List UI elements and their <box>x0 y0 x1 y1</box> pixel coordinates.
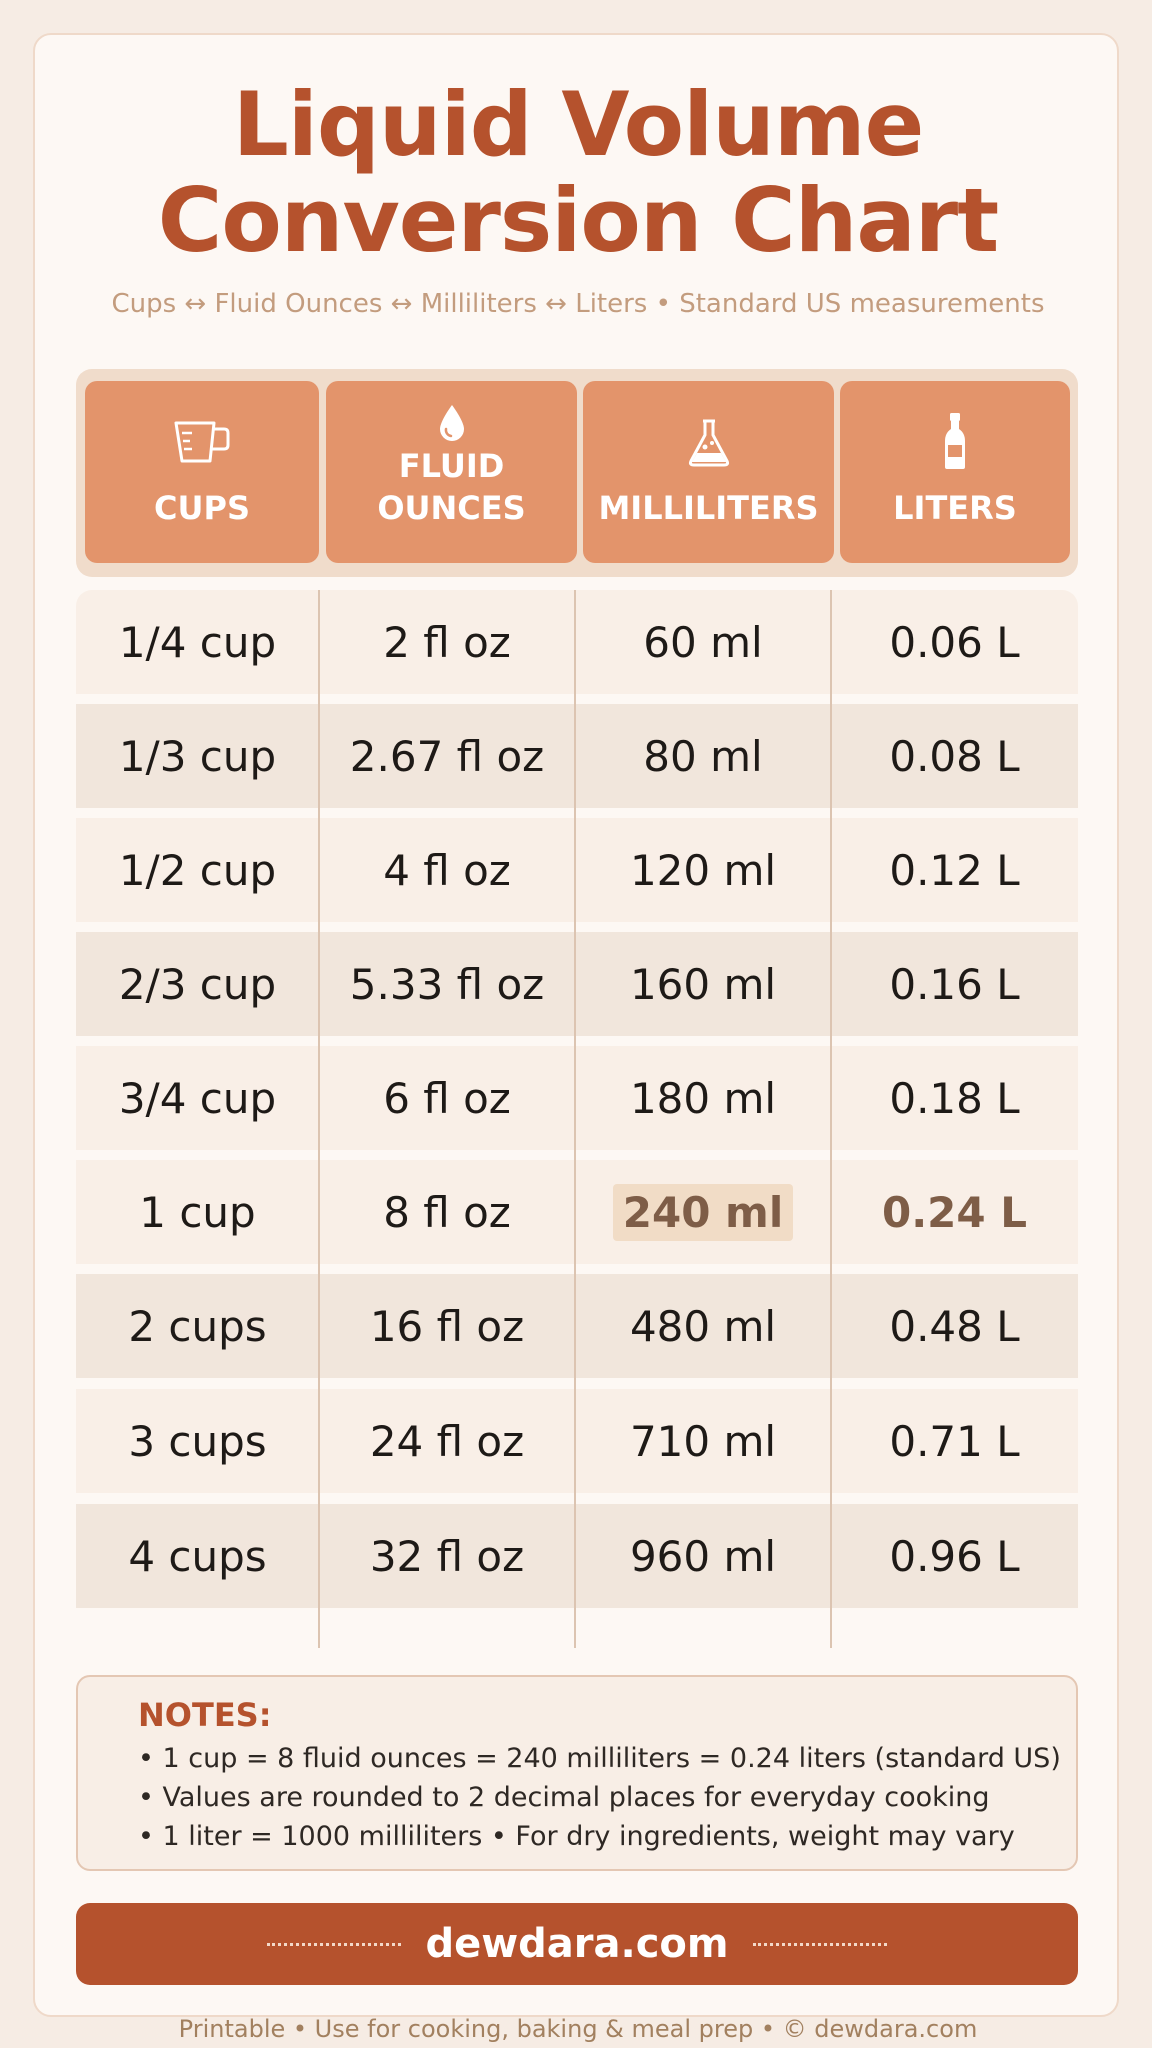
column-divider <box>318 590 320 1648</box>
cell-milliliters: 160 ml <box>629 959 777 1009</box>
highlighted-liters: 0.24 L <box>881 1187 1027 1237</box>
cell-fluid-ounces: 5.33 fl oz <box>349 959 545 1009</box>
cell-liters: 0.18 L <box>889 1073 1020 1123</box>
footer-text: Printable • Use for cooking, baking & me… <box>178 2015 978 2043</box>
notes-box: NOTES: • 1 cup = 8 fluid ounces = 240 mi… <box>76 1675 1078 1871</box>
cell-cups: 1/2 cup <box>118 845 277 895</box>
cell-milliliters: 60 ml <box>643 617 763 667</box>
table-row: 1/2 cup 4 fl oz 120 ml 0.12 L <box>76 818 1078 922</box>
droplet-icon <box>326 403 577 443</box>
note-line: • Values are rounded to 2 decimal places… <box>138 1782 990 1813</box>
title-line-1: Liquid Volume <box>232 73 925 176</box>
header-liters: LITERS <box>840 381 1070 563</box>
cell-liters: 0.16 L <box>889 959 1020 1009</box>
cell-milliliters: 180 ml <box>629 1073 777 1123</box>
cell-cups: 1/4 cup <box>118 617 277 667</box>
cell-cups: 1 cup <box>139 1187 256 1237</box>
header-fluid-ounces: FLUID OUNCES <box>326 381 577 563</box>
highlighted-milliliters: 240 ml <box>612 1183 794 1241</box>
dotted-divider <box>752 1942 887 1946</box>
table-row: 3/4 cup 6 fl oz 180 ml 0.18 L <box>76 1046 1078 1150</box>
header-fluid-line-1: FLUID <box>398 447 505 485</box>
cell-fluid-ounces: 2.67 fl oz <box>349 731 545 781</box>
cell-cups: 4 cups <box>128 1531 267 1581</box>
brand-name: dewdara.com <box>425 1921 729 1967</box>
cell-cups: 2 cups <box>128 1301 267 1351</box>
header-fluid-line-2: OUNCES <box>377 489 526 527</box>
cell-fluid-ounces: 8 fl oz <box>383 1187 511 1237</box>
brand-banner: dewdara.com <box>76 1903 1078 1985</box>
cell-liters: 0.96 L <box>889 1531 1020 1581</box>
table-row: 1/4 cup 2 fl oz 60 ml 0.06 L <box>76 590 1078 694</box>
column-divider <box>830 590 832 1648</box>
header-cups: CUPS <box>85 381 319 563</box>
note-line: • 1 cup = 8 fluid ounces = 240 millilite… <box>138 1743 1061 1774</box>
cell-fluid-ounces: 4 fl oz <box>383 845 511 895</box>
header-cups-label: CUPS <box>154 489 250 527</box>
cell-fluid-ounces: 2 fl oz <box>383 617 511 667</box>
table-row: 3 cups 24 fl oz 710 ml 0.71 L <box>76 1389 1078 1493</box>
subtitle: Cups ↔ Fluid Ounces ↔ Milliliters ↔ Lite… <box>111 289 1045 319</box>
header-milliliters-label: MILLILITERS <box>598 489 819 527</box>
header-milliliters: MILLILITERS <box>583 381 834 563</box>
cell-milliliters: 710 ml <box>629 1416 777 1466</box>
table-row: 1/3 cup 2.67 fl oz 80 ml 0.08 L <box>76 704 1078 808</box>
cell-milliliters: 120 ml <box>629 845 777 895</box>
page-title: Liquid Volume Conversion Chart <box>35 77 1121 269</box>
cell-cups: 3/4 cup <box>118 1073 277 1123</box>
column-divider <box>574 590 576 1648</box>
table-header: CUPS FLUID OUNCES <box>76 369 1078 577</box>
flask-icon <box>583 417 834 469</box>
cell-liters: 0.08 L <box>889 731 1020 781</box>
cell-liters: 0.12 L <box>889 845 1020 895</box>
conversion-table: 1/4 cup 2 fl oz 60 ml 0.06 L 1/3 cup 2.6… <box>76 590 1078 1648</box>
cell-liters: 0.48 L <box>889 1301 1020 1351</box>
table-row: 2/3 cup 5.33 fl oz 160 ml 0.16 L <box>76 932 1078 1036</box>
cell-fluid-ounces: 16 fl oz <box>369 1301 525 1351</box>
cell-milliliters: 240 ml <box>575 1160 831 1264</box>
header-fluid-ounces-label: FLUID OUNCES <box>326 445 577 529</box>
cell-milliliters: 480 ml <box>629 1301 777 1351</box>
table-row: 2 cups 16 fl oz 480 ml 0.48 L <box>76 1274 1078 1378</box>
title-line-2: Conversion Chart <box>157 169 1000 272</box>
cell-cups: 3 cups <box>128 1416 267 1466</box>
dotted-divider <box>267 1942 402 1946</box>
cell-liters: 0.06 L <box>889 617 1020 667</box>
table-row-highlighted: 1 cup 8 fl oz 240 ml 0.24 L <box>76 1160 1078 1264</box>
cell-fluid-ounces: 32 fl oz <box>369 1531 525 1581</box>
chart-card: Liquid Volume Conversion Chart Cups ↔ Fl… <box>33 33 1121 2043</box>
cell-liters: 0.71 L <box>889 1416 1020 1466</box>
notes-title: NOTES: <box>138 1696 272 1734</box>
cell-milliliters: 80 ml <box>643 731 763 781</box>
cell-fluid-ounces: 24 fl oz <box>369 1416 525 1466</box>
table-row: 4 cups 32 fl oz 960 ml 0.96 L <box>76 1504 1078 1608</box>
note-line: • 1 liter = 1000 milliliters • For dry i… <box>138 1821 1015 1852</box>
bottle-icon <box>840 411 1070 471</box>
cell-cups: 1/3 cup <box>118 731 277 781</box>
cell-liters: 0.24 L <box>831 1160 1078 1264</box>
header-liters-label: LITERS <box>893 489 1017 527</box>
cell-cups: 2/3 cup <box>118 959 277 1009</box>
cell-milliliters: 960 ml <box>629 1531 777 1581</box>
cell-fluid-ounces: 6 fl oz <box>383 1073 511 1123</box>
measuring-cup-icon <box>85 417 319 465</box>
